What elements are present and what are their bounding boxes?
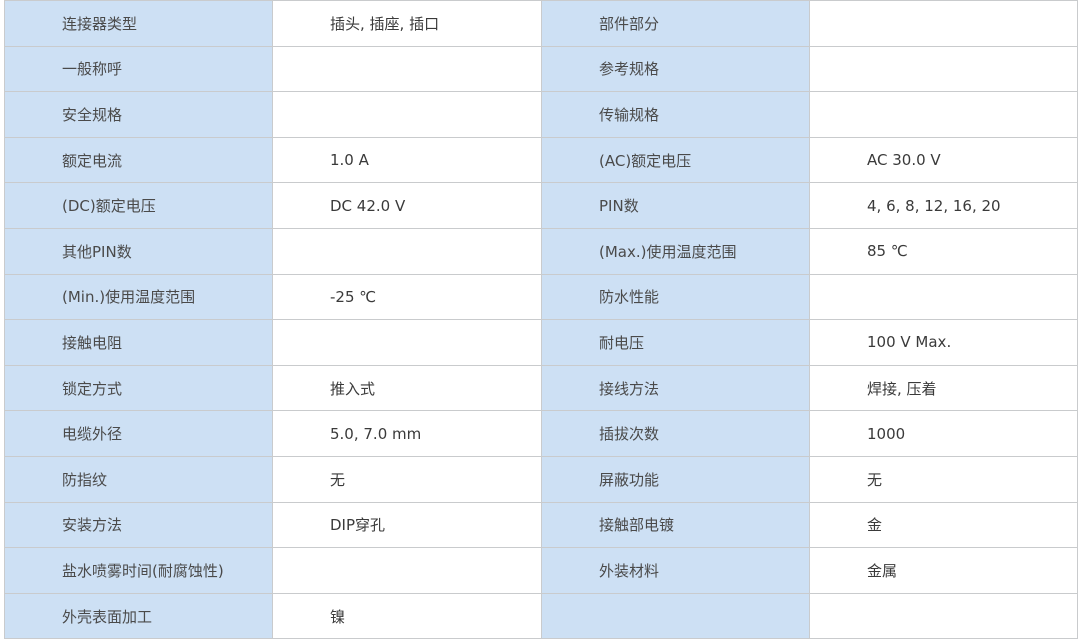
spec-label: 连接器类型: [4, 0, 273, 47]
spec-value: 金属: [809, 547, 1078, 594]
table-row: 一般称呼 参考规格: [4, 45, 1078, 93]
table-row: (Min.)使用温度范围 -25 ℃ 防水性能: [4, 273, 1078, 321]
table-row: 安装方法 DIP穿孔 接触部电镀金: [4, 501, 1078, 549]
spec-value: [272, 45, 542, 93]
table-row: (DC)额定电压 DC 42.0 V PIN数 4, 6, 8, 12, 16, 20: [4, 182, 1078, 229]
table-row: 额定电流 1.0 A (AC)额定电压 AC 30.0 V: [4, 136, 1078, 184]
spec-value: 无: [272, 455, 542, 503]
spec-label: (DC)额定电压: [4, 182, 273, 229]
spec-label: 盐水喷雾时间(耐腐蚀性): [4, 547, 273, 594]
table-row: 外壳表面加工镍: [4, 592, 1078, 639]
spec-value: 推入式: [272, 364, 542, 412]
spec-label: (Min.)使用温度范围: [4, 273, 273, 321]
spec-value: 插头, 插座, 插口: [272, 0, 542, 47]
spec-value: [809, 0, 1078, 47]
spec-value: DIP穿孔: [272, 501, 542, 549]
spec-value: 金: [809, 501, 1078, 549]
spec-label: 接触部电镀: [541, 501, 810, 549]
spec-label: [541, 592, 810, 639]
spec-label: 外壳表面加工: [4, 592, 273, 639]
spec-label: 其他PIN数: [4, 227, 273, 275]
spec-value: 无: [809, 455, 1078, 503]
spec-label: (Max.)使用温度范围: [541, 227, 810, 275]
spec-label: 插拔次数: [541, 410, 810, 457]
spec-value: 5.0, 7.0 mm: [272, 410, 542, 457]
spec-table-body: 连接器类型 插头, 插座, 插口 部件部分 一般称呼 参考规格 安全规格 传输规格 额定电流 1…: [4, 0, 1078, 639]
spec-value: [809, 592, 1078, 639]
spec-label: 安装方法: [4, 501, 273, 549]
spec-label: 防水性能: [541, 273, 810, 321]
spec-label: PIN数: [541, 182, 810, 229]
spec-table: 连接器类型 插头, 插座, 插口 部件部分 一般称呼 参考规格 安全规格 传输规格 额定电流 1…: [4, 0, 1078, 639]
spec-value: [809, 273, 1078, 321]
spec-value: [272, 227, 542, 275]
spec-label: 一般称呼: [4, 45, 273, 93]
spec-value: 100 V Max.: [809, 319, 1078, 366]
table-row: 其他PIN数 (Max.)使用温度范围 85 ℃: [4, 227, 1078, 275]
spec-label: 安全规格: [4, 91, 273, 138]
table-row: 安全规格 传输规格: [4, 91, 1078, 138]
spec-label: 传输规格: [541, 91, 810, 138]
spec-label: 额定电流: [4, 136, 273, 184]
spec-value: 焊接, 压着: [809, 364, 1078, 412]
spec-value: 4, 6, 8, 12, 16, 20: [809, 182, 1078, 229]
spec-label: 参考规格: [541, 45, 810, 93]
spec-value: AC 30.0 V: [809, 136, 1078, 184]
spec-value: [809, 45, 1078, 93]
spec-label: 外装材料: [541, 547, 810, 594]
spec-label: (AC)额定电压: [541, 136, 810, 184]
spec-label: 锁定方式: [4, 364, 273, 412]
spec-label: 部件部分: [541, 0, 810, 47]
spec-value: [809, 91, 1078, 138]
table-row: 盐水喷雾时间(耐腐蚀性) 外装材料 金属: [4, 547, 1078, 594]
table-row: 接触电阻 耐电压 100 V Max.: [4, 319, 1078, 366]
spec-value: DC 42.0 V: [272, 182, 542, 229]
spec-value: [272, 547, 542, 594]
spec-label: 接触电阻: [4, 319, 273, 366]
table-row: 锁定方式 推入式 接线方法 焊接, 压着: [4, 364, 1078, 412]
table-row: 电缆外径 5.0, 7.0 mm 插拔次数 1000: [4, 410, 1078, 457]
table-row: 防指纹无屏蔽功能无: [4, 455, 1078, 503]
table-row: 连接器类型 插头, 插座, 插口 部件部分: [4, 0, 1078, 47]
spec-value: 镍: [272, 592, 542, 639]
spec-label: 耐电压: [541, 319, 810, 366]
spec-value: [272, 91, 542, 138]
spec-label: 电缆外径: [4, 410, 273, 457]
spec-value: 85 ℃: [809, 227, 1078, 275]
spec-value: [272, 319, 542, 366]
spec-label: 接线方法: [541, 364, 810, 412]
spec-value: -25 ℃: [272, 273, 542, 321]
spec-label: 防指纹: [4, 455, 273, 503]
spec-value: 1.0 A: [272, 136, 542, 184]
spec-value: 1000: [809, 410, 1078, 457]
spec-label: 屏蔽功能: [541, 455, 810, 503]
